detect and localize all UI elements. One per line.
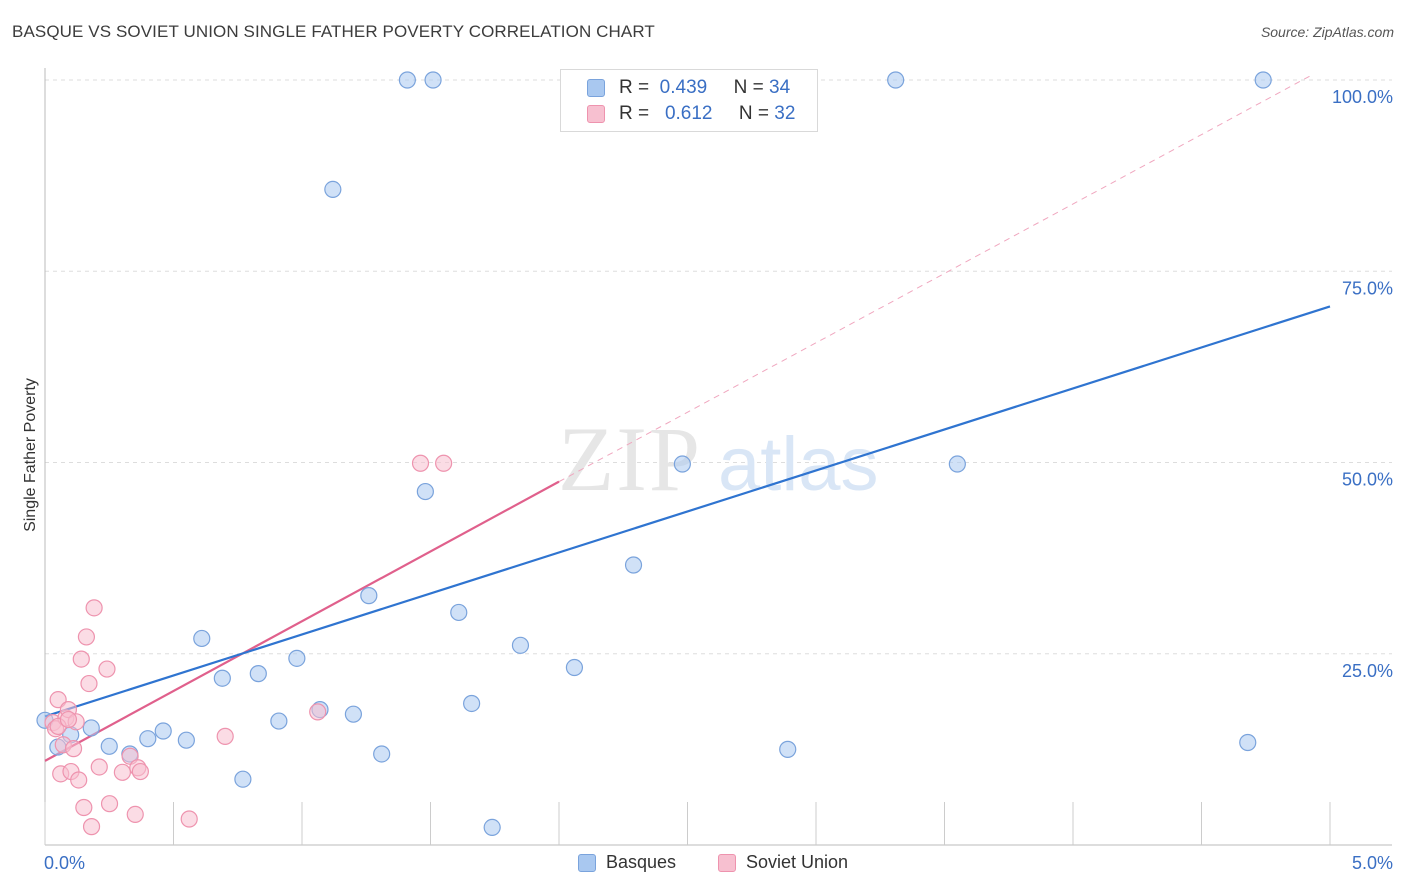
basques-point <box>624 556 643 574</box>
soviet-union-point <box>75 798 93 817</box>
basques-point <box>213 669 231 687</box>
basques-point <box>673 455 691 473</box>
basques-point <box>360 587 378 605</box>
soviet-union-point <box>72 650 90 668</box>
data-points <box>36 71 1272 837</box>
basques-point <box>887 71 905 89</box>
basques-point <box>779 740 797 758</box>
basques-point <box>1254 71 1272 89</box>
basques-point <box>288 649 306 667</box>
basques-point <box>416 482 434 501</box>
basques-point <box>1239 733 1257 752</box>
y-axis-label: Single Father Poverty <box>22 378 39 532</box>
basques-point <box>177 731 195 749</box>
bottom-legend-label: Basques <box>606 852 677 872</box>
soviet-union-point <box>113 763 131 781</box>
x-tick-label: 0.0% <box>44 853 85 873</box>
legend-n-label: N = <box>738 103 770 124</box>
legend-row-basques: R = 0.439 N = 34 <box>587 76 790 100</box>
basques-legend-swatch <box>578 853 596 872</box>
basques-swatch <box>587 79 605 97</box>
x-tick-label: 5.0% <box>1352 853 1393 873</box>
soviet-union-trend-line <box>44 480 560 762</box>
soviet-union-point <box>64 740 83 758</box>
basques-point <box>234 770 252 788</box>
soviet-union-point <box>411 454 430 472</box>
basques-point <box>82 719 100 737</box>
y-tick-label: 100.0% <box>1332 87 1393 107</box>
legend-r-label: R = <box>619 77 650 98</box>
soviet-union-point <box>131 762 149 781</box>
basques-point <box>270 712 288 730</box>
soviet-union-legend-swatch <box>718 853 736 872</box>
soviet-union-point <box>59 710 78 729</box>
basques-point <box>324 180 342 198</box>
soviet-union-swatch <box>587 105 605 123</box>
basques-point <box>344 705 362 723</box>
soviet-union-point <box>100 795 119 813</box>
legend-n-value: 32 <box>774 103 796 124</box>
legend-r-value: 0.439 <box>659 77 708 98</box>
tick-labels: 25.0% 50.0% 75.0% 100.0% 0.0% 5.0% <box>44 87 1393 873</box>
chart-source: Source: ZipAtlas.com <box>1260 24 1394 40</box>
y-tick-label: 25.0% <box>1342 661 1393 681</box>
soviet-union-point <box>70 771 88 789</box>
basques-point <box>373 745 391 763</box>
basques-point <box>193 629 211 648</box>
basques-point <box>424 71 442 89</box>
y-tick-label: 50.0% <box>1342 470 1393 490</box>
legend-r-label: R = <box>619 103 650 124</box>
soviet-union-point <box>77 628 96 646</box>
bottom-legend-soviet-union: Soviet Union <box>718 852 848 873</box>
soviet-union-point <box>309 703 327 721</box>
legend-r-value: 0.612 <box>664 103 713 124</box>
soviet-union-point <box>98 660 116 678</box>
basques-point <box>450 603 468 622</box>
soviet-union-point <box>85 599 103 617</box>
soviet-union-point <box>90 758 108 776</box>
legend-n-label: N = <box>733 77 764 98</box>
correlation-legend: R = 0.439 N = 34 R = 0.612 N = 32 <box>560 69 818 132</box>
basques-point <box>249 665 267 683</box>
basques-point <box>398 71 416 89</box>
watermark: ZIP atlas <box>558 408 879 510</box>
y-tick-label: 75.0% <box>1342 278 1393 298</box>
soviet-union-point <box>435 454 453 472</box>
basques-point <box>511 636 530 654</box>
soviet-union-point <box>49 691 67 709</box>
soviet-union-point <box>126 805 144 824</box>
soviet-union-point <box>180 810 198 828</box>
basques-point <box>139 730 157 748</box>
basques-point <box>463 694 481 713</box>
axes <box>44 68 1392 846</box>
bottom-legend-label: Soviet Union <box>746 852 849 872</box>
soviet-union-point <box>80 674 98 693</box>
basques-point <box>154 722 172 740</box>
basques-point <box>100 737 118 755</box>
basques-trend-line <box>44 305 1331 718</box>
basques-point <box>483 818 501 837</box>
bottom-legend-basques: Basques <box>578 852 676 873</box>
trend-lines <box>44 75 1331 762</box>
basques-point <box>948 455 966 473</box>
grid-lines <box>45 79 1392 655</box>
soviet-union-point <box>82 818 101 836</box>
legend-row-soviet-union: R = 0.612 N = 32 <box>587 102 795 126</box>
chart-title: BASQUE VS SOVIET UNION SINGLE FATHER POV… <box>12 22 655 41</box>
legend-n-value: 34 <box>769 77 791 98</box>
soviet-union-point <box>216 727 234 745</box>
basques-point <box>565 658 584 677</box>
